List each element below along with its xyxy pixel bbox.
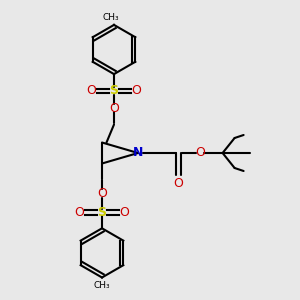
Text: S: S	[98, 206, 106, 219]
Text: O: O	[120, 206, 129, 219]
Text: CH₃: CH₃	[103, 13, 119, 22]
Text: O: O	[195, 146, 205, 160]
Text: O: O	[87, 84, 96, 97]
Text: O: O	[97, 187, 107, 200]
Text: O: O	[174, 177, 183, 190]
Text: O: O	[109, 101, 119, 115]
Text: O: O	[132, 84, 141, 97]
Text: O: O	[75, 206, 84, 219]
Text: CH₃: CH₃	[94, 280, 110, 290]
Text: N: N	[133, 146, 143, 160]
Text: S: S	[110, 84, 118, 97]
